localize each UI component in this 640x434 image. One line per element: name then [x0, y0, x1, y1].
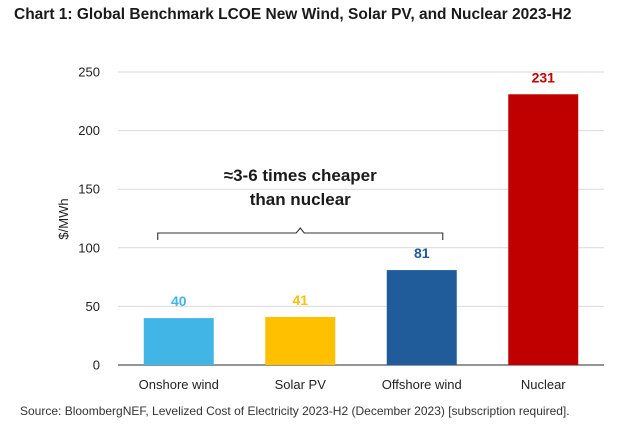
- y-tick-label: 250: [78, 65, 100, 80]
- bars: [143, 94, 579, 365]
- data-labels: 40 41 81 231: [171, 69, 555, 309]
- annotation-text: ≈3-6 times cheaper: [224, 166, 377, 185]
- bar: [508, 94, 579, 365]
- source-note: Source: BloombergNEF, Levelized Cost of …: [20, 404, 570, 418]
- category-label: Offshore wind: [382, 377, 462, 392]
- y-tick-label: 0: [93, 358, 100, 373]
- y-tick-label: 150: [78, 182, 100, 197]
- x-axis-categories: Onshore wind Solar PV Offshore wind Nuclear: [139, 377, 567, 392]
- y-axis-title: $/MWh: [56, 198, 71, 239]
- bar: [265, 316, 336, 365]
- category-label: Nuclear: [521, 377, 566, 392]
- y-tick-label: 100: [78, 240, 100, 255]
- bar: [143, 318, 214, 365]
- data-label: 81: [414, 245, 430, 261]
- data-label: 40: [171, 293, 187, 309]
- y-axis-ticks: 0 50 100 150 200 250: [78, 65, 100, 373]
- annotation: ≈3-6 times cheaper than nuclear: [157, 166, 444, 240]
- chart-title: Chart 1: Global Benchmark LCOE New Wind,…: [14, 6, 572, 23]
- data-label: 231: [532, 69, 556, 85]
- category-label: Onshore wind: [139, 377, 219, 392]
- y-tick-label: 50: [86, 299, 100, 314]
- data-label: 41: [292, 292, 308, 308]
- y-tick-label: 200: [78, 123, 100, 138]
- category-label: Solar PV: [275, 377, 327, 392]
- annotation-text: than nuclear: [250, 190, 351, 209]
- annotation-bracket: [157, 227, 444, 240]
- bar: [386, 270, 457, 365]
